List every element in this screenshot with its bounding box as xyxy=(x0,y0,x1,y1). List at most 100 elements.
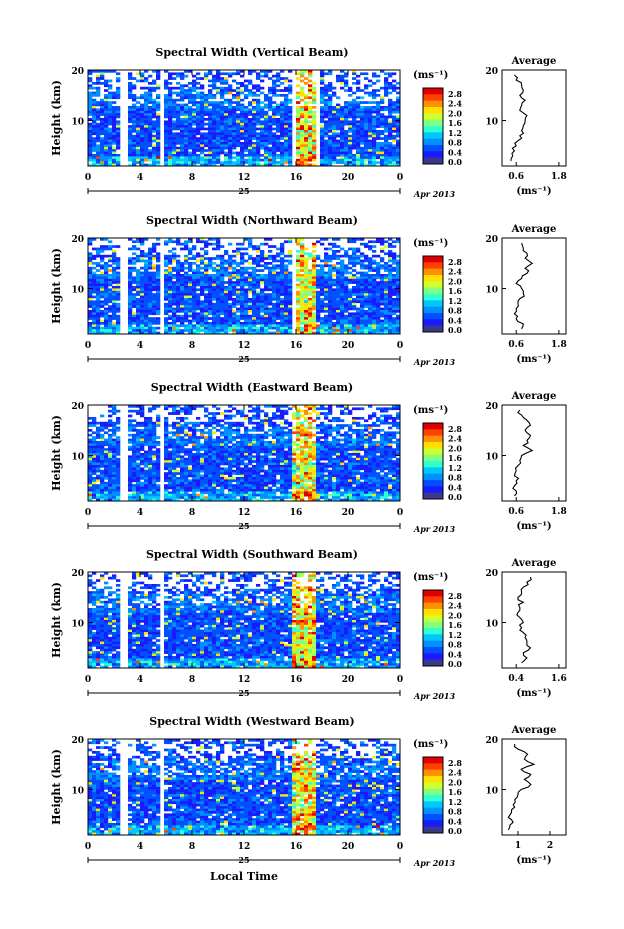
heatmap-cell xyxy=(100,144,105,148)
heatmap-cell xyxy=(308,163,313,167)
heatmap-cell xyxy=(156,252,161,256)
heatmap-cell xyxy=(168,132,173,136)
heatmap-cell xyxy=(176,139,181,143)
heatmap-cell xyxy=(376,331,381,335)
heatmap-cell xyxy=(288,271,293,275)
heatmap-cell xyxy=(184,271,189,275)
heatmap-cell xyxy=(96,443,101,447)
heatmap-cell xyxy=(196,122,201,126)
heatmap-cell xyxy=(248,300,253,304)
heatmap-cell xyxy=(92,110,97,114)
heatmap-cell xyxy=(232,302,237,306)
colorbar-swatch xyxy=(423,113,443,120)
heatmap-cell xyxy=(96,94,101,97)
heatmap-cell xyxy=(308,288,313,292)
heatmap-cell xyxy=(340,288,345,292)
heatmap-cell xyxy=(204,264,209,268)
average-y-tick-label: 20 xyxy=(485,235,498,245)
heatmap-cell xyxy=(380,247,385,251)
heatmap-cell xyxy=(128,293,133,296)
heatmap-cell xyxy=(288,307,293,311)
heatmap-cell xyxy=(132,127,137,131)
heatmap-cell xyxy=(188,252,193,256)
heatmap-cell xyxy=(96,298,101,301)
heatmap-cell xyxy=(328,163,333,167)
heatmap-cell xyxy=(304,286,309,289)
heatmap-cell xyxy=(376,113,381,116)
heatmap-cell xyxy=(264,276,269,280)
heatmap-cell xyxy=(308,305,313,308)
heatmap-cell xyxy=(392,274,397,277)
heatmap-cell xyxy=(312,139,317,143)
heatmap-cell xyxy=(92,257,97,260)
heatmap-cell xyxy=(132,106,137,109)
heatmap-cell xyxy=(324,101,329,104)
heatmap-cell xyxy=(352,302,357,306)
heatmap-cell xyxy=(304,113,309,116)
heatmap-cell xyxy=(244,283,249,287)
heatmap-cell xyxy=(212,317,217,320)
panel-title: Spectral Width (Northward Beam) xyxy=(146,214,358,227)
heatmap-cell xyxy=(260,122,265,126)
heatmap-cell xyxy=(248,146,253,150)
heatmap-cell xyxy=(204,300,209,304)
heatmap-cell xyxy=(128,312,133,316)
heatmap-cell xyxy=(336,161,341,164)
heatmap-cell xyxy=(324,94,329,97)
heatmap-cell xyxy=(92,94,97,97)
heatmap-cell xyxy=(396,146,401,150)
heatmap-cell xyxy=(248,137,253,140)
heatmap-cell xyxy=(180,108,185,112)
heatmap-cell xyxy=(380,242,385,246)
heatmap-cell xyxy=(148,108,153,112)
heatmap-cell xyxy=(272,115,277,119)
heatmap-cell xyxy=(92,493,97,497)
heatmap-cell xyxy=(196,331,201,335)
heatmap-cell xyxy=(156,84,161,88)
heatmap-cell xyxy=(368,106,373,109)
heatmap-cell xyxy=(200,77,205,80)
heatmap-cell xyxy=(156,276,161,280)
heatmap-cell xyxy=(152,305,157,308)
heatmap-cell xyxy=(340,86,345,90)
heatmap-cell xyxy=(396,286,401,289)
heatmap-cell xyxy=(320,310,325,313)
heatmap-cell xyxy=(148,290,153,294)
heatmap-cell xyxy=(220,290,225,294)
heatmap-cell xyxy=(372,295,377,299)
heatmap-cell xyxy=(304,290,309,294)
heatmap-cell xyxy=(372,281,377,284)
heatmap-cell xyxy=(348,238,353,241)
heatmap-cell xyxy=(204,276,209,280)
heatmap-cell xyxy=(144,271,149,275)
heatmap-cell xyxy=(108,127,113,131)
heatmap-cell xyxy=(96,433,101,437)
heatmap-cell xyxy=(204,98,209,102)
heatmap-cell xyxy=(96,489,101,492)
heatmap-cell xyxy=(360,326,365,330)
heatmap-cell xyxy=(384,240,389,244)
heatmap-cell xyxy=(136,314,141,318)
heatmap-cell xyxy=(96,314,101,318)
heatmap-cell xyxy=(196,266,201,270)
heatmap-cell xyxy=(136,276,141,280)
heatmap-cell xyxy=(308,276,313,280)
heatmap-cell xyxy=(96,302,101,306)
heatmap-cell xyxy=(264,264,269,268)
heatmap-cell xyxy=(176,293,181,296)
heatmap-cell xyxy=(96,163,101,167)
heatmap-cell xyxy=(396,118,401,121)
heatmap-cell xyxy=(396,154,401,157)
heatmap-cell xyxy=(388,274,393,277)
heatmap-cell xyxy=(104,450,109,454)
heatmap-cell xyxy=(288,305,293,308)
heatmap-cell xyxy=(380,288,385,292)
heatmap-cell xyxy=(332,314,337,318)
heatmap-cell xyxy=(352,163,357,167)
heatmap-cell xyxy=(268,139,273,143)
heatmap-cell xyxy=(352,326,357,330)
heatmap-cell xyxy=(376,300,381,304)
heatmap-cell xyxy=(104,120,109,124)
heatmap-cell xyxy=(260,259,265,263)
heatmap-cell xyxy=(96,441,101,444)
